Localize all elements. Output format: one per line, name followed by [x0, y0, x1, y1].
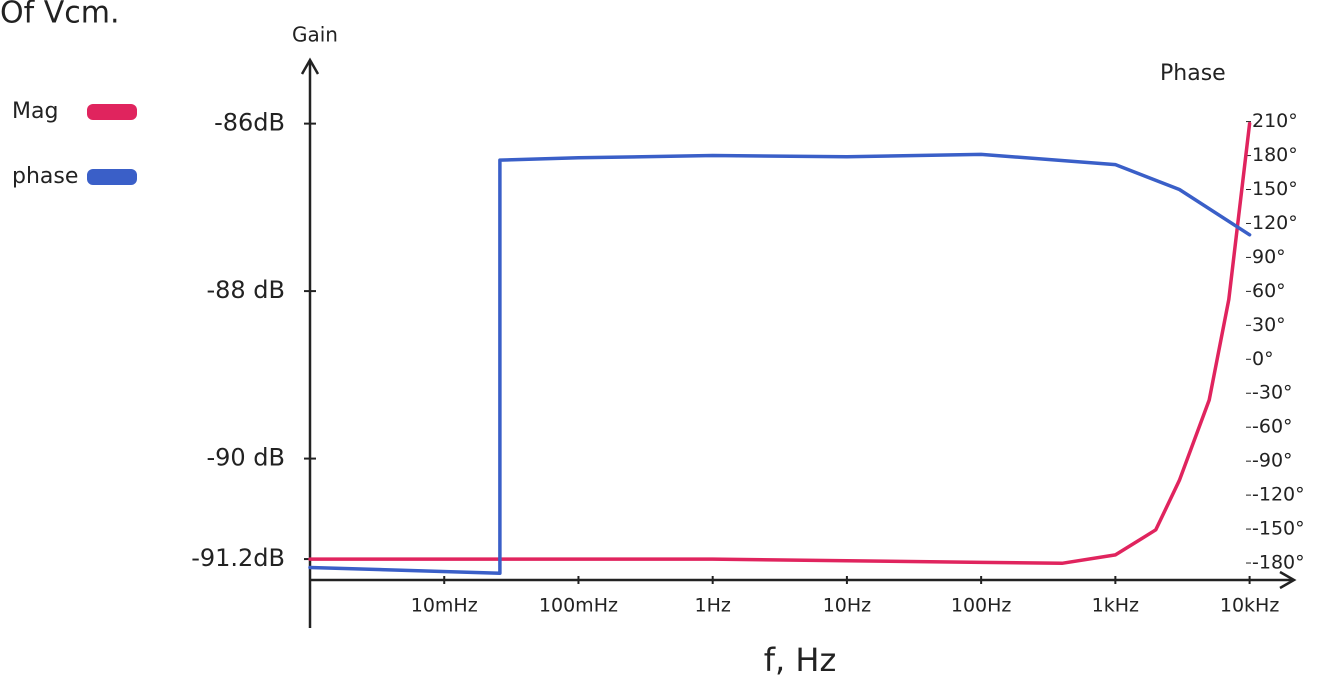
legend-swatch	[87, 169, 137, 185]
y2-tick-label: 120°	[1252, 212, 1298, 234]
chart-title: Of Vcm.	[0, 0, 120, 31]
x-axis-label: f, Hz	[764, 641, 836, 679]
x-tick-label: 100Hz	[951, 595, 1012, 617]
legend-swatch	[87, 104, 137, 120]
y2-tick-label: -60°	[1252, 416, 1293, 438]
y2-tick-label: 180°	[1252, 144, 1298, 166]
y2-tick-label: 0°	[1252, 348, 1274, 370]
x-tick-label: 10Hz	[823, 595, 871, 617]
y2-tick-label: 210°	[1252, 110, 1298, 132]
x-tick-label: 10mHz	[411, 595, 478, 617]
x-tick-label: 10kHz	[1220, 595, 1279, 617]
y-tick-label: -88 dB	[206, 276, 285, 304]
y2-tick-label: -30°	[1252, 382, 1293, 404]
x-tick-label: 1kHz	[1092, 595, 1139, 617]
chart: Of Vcm. Gain Phase f, Hz -86dB -88 dB -90 …	[0, 0, 1333, 693]
y2-tick-label: -150°	[1252, 518, 1305, 540]
y2-tick-label: -180°	[1252, 552, 1305, 574]
y2-tick-label: -90°	[1252, 450, 1293, 472]
y2-tick-label: 90°	[1252, 246, 1286, 268]
x-tick-label: 1Hz	[695, 595, 731, 617]
legend-label: Mag	[12, 99, 58, 124]
y2-tick-label: -120°	[1252, 484, 1305, 506]
y-tick-label: -91.2dB	[191, 544, 285, 572]
y2-tick-label: 30°	[1252, 314, 1286, 336]
series-line	[310, 154, 1250, 573]
legend-label: phase	[12, 164, 78, 189]
y2-axis-label: Phase	[1160, 61, 1226, 86]
y-tick-label: -86dB	[214, 109, 285, 137]
y-tick-label: -90 dB	[206, 444, 285, 472]
series-line	[310, 124, 1250, 564]
y2-tick-label: 60°	[1252, 280, 1286, 302]
y2-tick-label: 150°	[1252, 178, 1298, 200]
x-tick-label: 100mHz	[539, 595, 618, 617]
y-axis-label: Gain	[292, 23, 338, 47]
